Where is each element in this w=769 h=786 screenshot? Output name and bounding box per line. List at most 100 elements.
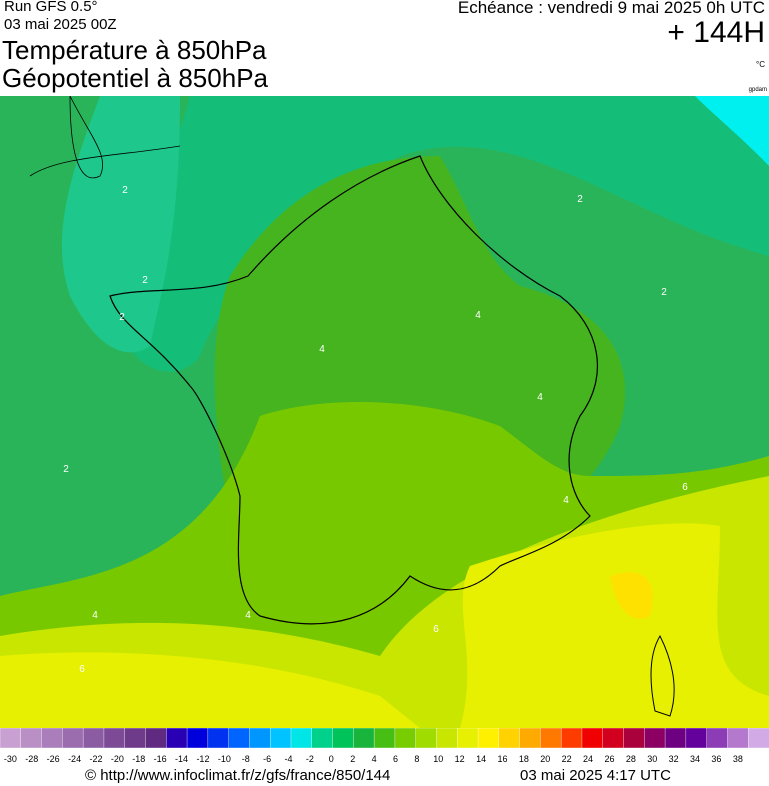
colorbar-tick-label: 8 <box>414 754 419 764</box>
colorbar-swatch <box>41 728 64 749</box>
colorbar-swatch <box>62 728 84 749</box>
colorbar-swatch <box>103 728 126 749</box>
contour-label: 4 <box>537 392 543 403</box>
colorbar-tick-label: 34 <box>690 754 700 764</box>
colorbar-swatch <box>436 728 458 749</box>
colorbar-tick-label: 24 <box>583 754 593 764</box>
contour-label: 2 <box>577 194 583 205</box>
contour-label: 6 <box>79 664 85 675</box>
colorbar-swatch <box>82 728 105 749</box>
colorbar-tick-label: 0 <box>329 754 334 764</box>
colorbar-tick-label: -18 <box>132 754 145 764</box>
colorbar-swatch <box>332 728 355 749</box>
contour-label: 4 <box>319 344 325 355</box>
colorbar-tick-label: -24 <box>68 754 81 764</box>
colorbar-swatch <box>415 728 438 749</box>
colorbar-swatch <box>727 728 749 749</box>
contour-label: 6 <box>433 624 439 635</box>
colorbar-swatch <box>145 728 167 749</box>
colorbar-swatch <box>685 728 708 749</box>
colorbar: -30 -28 -26 -24 -22 -20 -18 -16 -14 -12 -10 -8 -6 -4-… <box>0 728 769 764</box>
colorbar-tick-label: -10 <box>218 754 231 764</box>
cool-zone <box>0 96 180 353</box>
colorbar-tick-label: -12 <box>196 754 209 764</box>
colorbar-tick-label: 38 <box>733 754 743 764</box>
unit: °C <box>756 60 765 69</box>
colorbar-swatch <box>249 728 271 749</box>
contour-label: 2 <box>63 464 69 475</box>
contour-label: 2 <box>142 275 148 286</box>
colorbar-swatch <box>394 728 417 749</box>
hot-spot <box>610 572 653 619</box>
contour-label: 2 <box>119 312 125 323</box>
colorbar-swatch <box>644 728 666 749</box>
colorbar-tick-label: 4 <box>372 754 377 764</box>
colorbar-tick-label: 2 <box>350 754 355 764</box>
colorbar-swatch <box>519 728 542 749</box>
colorbar-swatch <box>477 728 500 749</box>
colorbar-tick-label: -6 <box>263 754 271 764</box>
colorbar-tick-label: 22 <box>562 754 572 764</box>
colorbar-swatch <box>602 728 625 749</box>
colorbar-tick-label: -20 <box>111 754 124 764</box>
colorbar-tick-label: -26 <box>47 754 60 764</box>
lead-time: + 144H <box>667 16 765 49</box>
colorbar-swatch <box>706 728 729 749</box>
colorbar-tick-label: -2 <box>306 754 314 764</box>
colorbar-tick-label: -28 <box>25 754 38 764</box>
footer-url: © http://www.infoclimat.fr/z/gfs/france/… <box>85 767 391 784</box>
colorbar-tick-label: -30 <box>4 754 17 764</box>
colorbar-tick-label: 18 <box>519 754 529 764</box>
colorbar-tick-label: 10 <box>433 754 443 764</box>
run-date: 03 mai 2025 00Z <box>4 16 117 33</box>
colorbar-tick-label: 20 <box>540 754 550 764</box>
title-temperature: Température à 850hPa <box>2 35 267 65</box>
colorbar-swatch <box>186 728 209 749</box>
colorbar-swatch <box>623 728 645 749</box>
colorbar-tick-label: -16 <box>154 754 167 764</box>
echeance: Echéance : vendredi 9 mai 2025 0h UTC <box>457 0 765 17</box>
warmest-zone <box>0 523 769 728</box>
colorbar-swatch <box>664 728 687 749</box>
uk-coast <box>29 96 181 179</box>
colorbar-swatch <box>290 728 313 749</box>
geopotential-unit: gpdam <box>748 87 767 93</box>
colorbar-swatch <box>166 728 188 749</box>
colorbar-swatch <box>269 728 292 749</box>
colorbar-swatch <box>540 728 562 749</box>
contour-label: 6 <box>682 482 688 493</box>
colorbar-swatch <box>748 728 769 749</box>
colorbar-tick-label: 30 <box>647 754 657 764</box>
france-border <box>109 155 599 625</box>
colorbar-swatch <box>498 728 521 749</box>
colorbar-tick-label: 28 <box>626 754 636 764</box>
colorbar-swatch <box>124 728 147 749</box>
colorbar-swatch <box>353 728 375 749</box>
colorbar-swatch <box>0 728 22 749</box>
title-geopotential: Géopotentiel à 850hPa <box>2 63 268 93</box>
colorbar-tick-label: 26 <box>604 754 614 764</box>
colorbar-tick-label: 12 <box>455 754 465 764</box>
footer-timestamp: 03 mai 2025 4:17 UTC <box>520 767 671 784</box>
map: 2 2 2 4 4 4 6 4 2 4 4 6 6 2 2 <box>0 96 769 728</box>
colorbar-tick-label: -14 <box>175 754 188 764</box>
run: Run GFS 0.5° <box>4 0 98 15</box>
cool-zone <box>0 96 769 372</box>
contour-label: 2 <box>122 185 128 196</box>
colorbar-swatch <box>228 728 251 749</box>
colorbar-swatch <box>581 728 604 749</box>
colorbar-tick-label: 36 <box>711 754 721 764</box>
colorbar-tick-label: -22 <box>89 754 102 764</box>
colorbar-swatch <box>457 728 479 749</box>
colorbar-tick-label: -8 <box>242 754 250 764</box>
cold-spot <box>695 96 769 166</box>
colorbar-swatch <box>311 728 334 749</box>
colorbar-tick-label: -4 <box>285 754 293 764</box>
contour-label: 4 <box>563 495 569 506</box>
colorbar-swatch <box>373 728 396 749</box>
corsica <box>650 634 675 717</box>
colorbar-swatch <box>20 728 43 749</box>
contour-label: 4 <box>245 610 251 621</box>
colorbar-tick-label: 14 <box>476 754 486 764</box>
